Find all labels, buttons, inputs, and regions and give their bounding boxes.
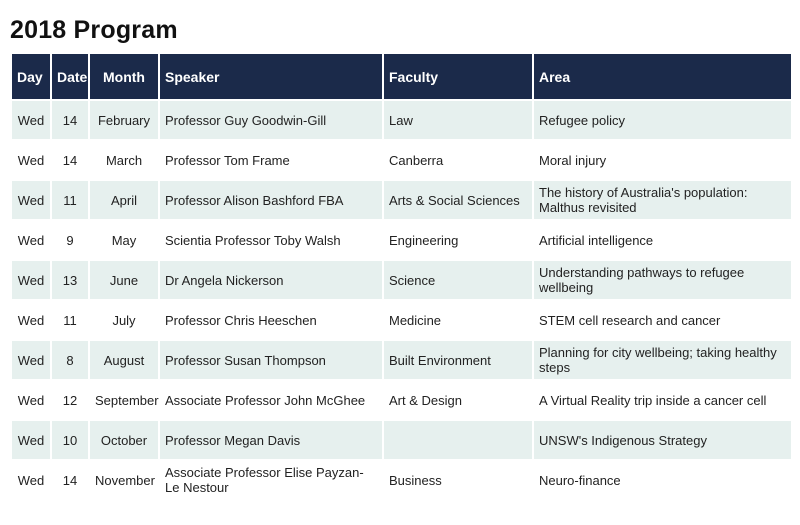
table-header-row: Day Date Month Speaker Faculty Area [12,54,791,99]
cell-date: 12 [52,381,88,419]
cell-day: Wed [12,381,50,419]
cell-day: Wed [12,301,50,339]
table-row: Wed 10 October Professor Megan Davis UNS… [12,421,791,459]
table-row: Wed 11 July Professor Chris Heeschen Med… [12,301,791,339]
cell-day: Wed [12,341,50,379]
cell-area: UNSW's Indigenous Strategy [534,421,791,459]
cell-date: 10 [52,421,88,459]
cell-month: October [90,421,158,459]
cell-speaker: Professor Susan Thompson [160,341,382,379]
table-row: Wed 8 August Professor Susan Thompson Bu… [12,341,791,379]
cell-day: Wed [12,261,50,299]
cell-speaker: Professor Tom Frame [160,141,382,179]
cell-faculty: Arts & Social Sciences [384,181,532,219]
cell-day: Wed [12,421,50,459]
program-table: Day Date Month Speaker Faculty Area Wed … [10,52,793,501]
table-row: Wed 9 May Scientia Professor Toby Walsh … [12,221,791,259]
cell-day: Wed [12,461,50,499]
cell-speaker: Professor Alison Bashford FBA [160,181,382,219]
cell-area: A Virtual Reality trip inside a cancer c… [534,381,791,419]
cell-speaker: Professor Chris Heeschen [160,301,382,339]
cell-speaker: Dr Angela Nickerson [160,261,382,299]
cell-faculty: Canberra [384,141,532,179]
cell-day: Wed [12,221,50,259]
cell-area: Refugee policy [534,101,791,139]
cell-speaker: Associate Professor John McGhee [160,381,382,419]
table-row: Wed 14 February Professor Guy Goodwin-Gi… [12,101,791,139]
cell-day: Wed [12,181,50,219]
cell-area: The history of Australia's population: M… [534,181,791,219]
cell-month: September [90,381,159,419]
column-header-faculty: Faculty [384,54,532,99]
table-row: Wed 14 March Professor Tom Frame Canberr… [12,141,791,179]
table-row: Wed 11 April Professor Alison Bashford F… [12,181,791,219]
cell-area: Understanding pathways to refugee wellbe… [534,261,791,299]
cell-area: Neuro-finance [534,461,791,499]
cell-speaker: Associate Professor Elise Payzan-Le Nest… [160,461,382,499]
cell-faculty: Business [384,461,532,499]
cell-faculty: Art & Design [384,381,532,419]
cell-day: Wed [12,101,50,139]
cell-month: November [90,461,158,499]
column-header-month: Month [90,54,158,99]
cell-faculty: Law [384,101,532,139]
cell-day: Wed [12,141,50,179]
cell-date: 8 [52,341,88,379]
cell-speaker: Scientia Professor Toby Walsh [160,221,382,259]
cell-month: May [90,221,158,259]
cell-month: July [90,301,158,339]
page-title: 2018 Program [10,16,178,44]
cell-faculty [384,421,532,459]
table-row: Wed 13 June Dr Angela Nickerson Science … [12,261,791,299]
cell-date: 11 [52,301,88,339]
cell-faculty: Science [384,261,532,299]
cell-month: February [90,101,158,139]
cell-month: June [90,261,158,299]
table-row: Wed 12 September Associate Professor Joh… [12,381,791,419]
cell-month: April [90,181,158,219]
cell-area: Moral injury [534,141,791,179]
cell-date: 9 [52,221,88,259]
column-header-area: Area [534,54,791,99]
cell-month: March [90,141,158,179]
cell-date: 14 [52,101,88,139]
cell-faculty: Medicine [384,301,532,339]
cell-date: 14 [52,461,88,499]
cell-date: 13 [52,261,88,299]
cell-faculty: Built Environment [384,341,532,379]
cell-date: 14 [52,141,88,179]
cell-speaker: Professor Megan Davis [160,421,382,459]
cell-date: 11 [52,181,88,219]
column-header-day: Day [12,54,50,99]
table-row: Wed 14 November Associate Professor Elis… [12,461,791,499]
cell-area: Artificial intelligence [534,221,791,259]
column-header-date: Date [52,54,88,99]
cell-area: Planning for city wellbeing; taking heal… [534,341,791,379]
cell-speaker: Professor Guy Goodwin-Gill [160,101,382,139]
cell-faculty: Engineering [384,221,532,259]
column-header-speaker: Speaker [160,54,382,99]
cell-area: STEM cell research and cancer [534,301,791,339]
cell-month: August [90,341,158,379]
